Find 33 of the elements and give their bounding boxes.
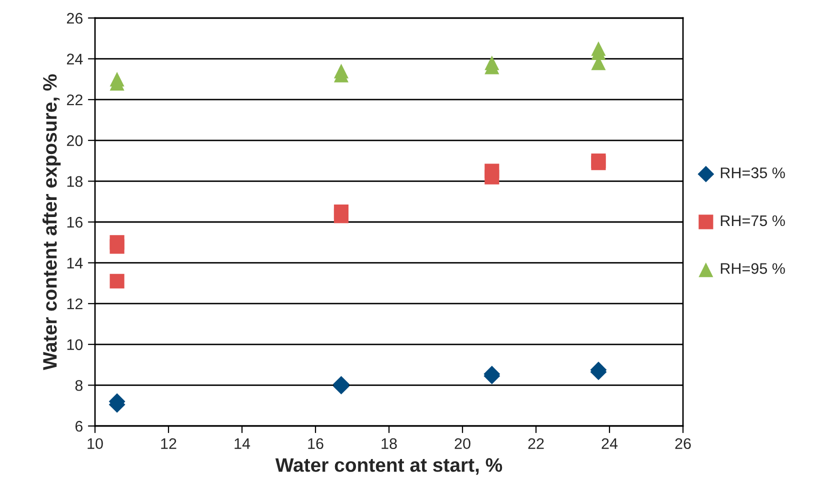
x-tick-label: 16 <box>308 438 324 450</box>
y-tick-label: 18 <box>67 176 83 187</box>
y-tick-label: 24 <box>66 54 83 64</box>
y-tick-label: 20 <box>66 135 83 146</box>
y-tick-label: 16 <box>67 216 83 228</box>
x-tick-label: 26 <box>675 438 691 450</box>
point <box>484 56 500 70</box>
y-tick-label: 14 <box>67 258 83 268</box>
x-tick-label: 20 <box>454 438 470 450</box>
y-tick-label: 12 <box>67 298 82 310</box>
point <box>110 235 124 250</box>
point <box>334 64 349 78</box>
y-tick-label: 8 <box>75 380 83 391</box>
legend-label: RH=95 % <box>720 263 785 274</box>
x-tick-label: 24 <box>602 438 618 449</box>
legend-label: RH=75 % <box>720 215 785 226</box>
y-axis-title: Water content after exposure, % <box>42 74 61 370</box>
y-tick-label: 22 <box>66 94 82 106</box>
x-tick-label: 22 <box>528 438 544 449</box>
x-axis-title: Water content at start, % <box>275 458 502 475</box>
point <box>591 41 606 56</box>
legend-label: RH=35 % <box>720 167 785 178</box>
point <box>110 72 124 86</box>
y-tick-label: 26 <box>66 12 83 24</box>
x-tick-label: 14 <box>234 438 250 449</box>
y-tick-label: 10 <box>67 339 83 350</box>
point <box>484 164 500 178</box>
x-tick-label: 12 <box>161 438 176 449</box>
x-tick-label: 10 <box>88 438 103 450</box>
point <box>334 204 349 220</box>
y-tick-label: 6 <box>75 420 83 432</box>
x-tick-label: 18 <box>382 438 397 450</box>
point <box>110 274 124 288</box>
